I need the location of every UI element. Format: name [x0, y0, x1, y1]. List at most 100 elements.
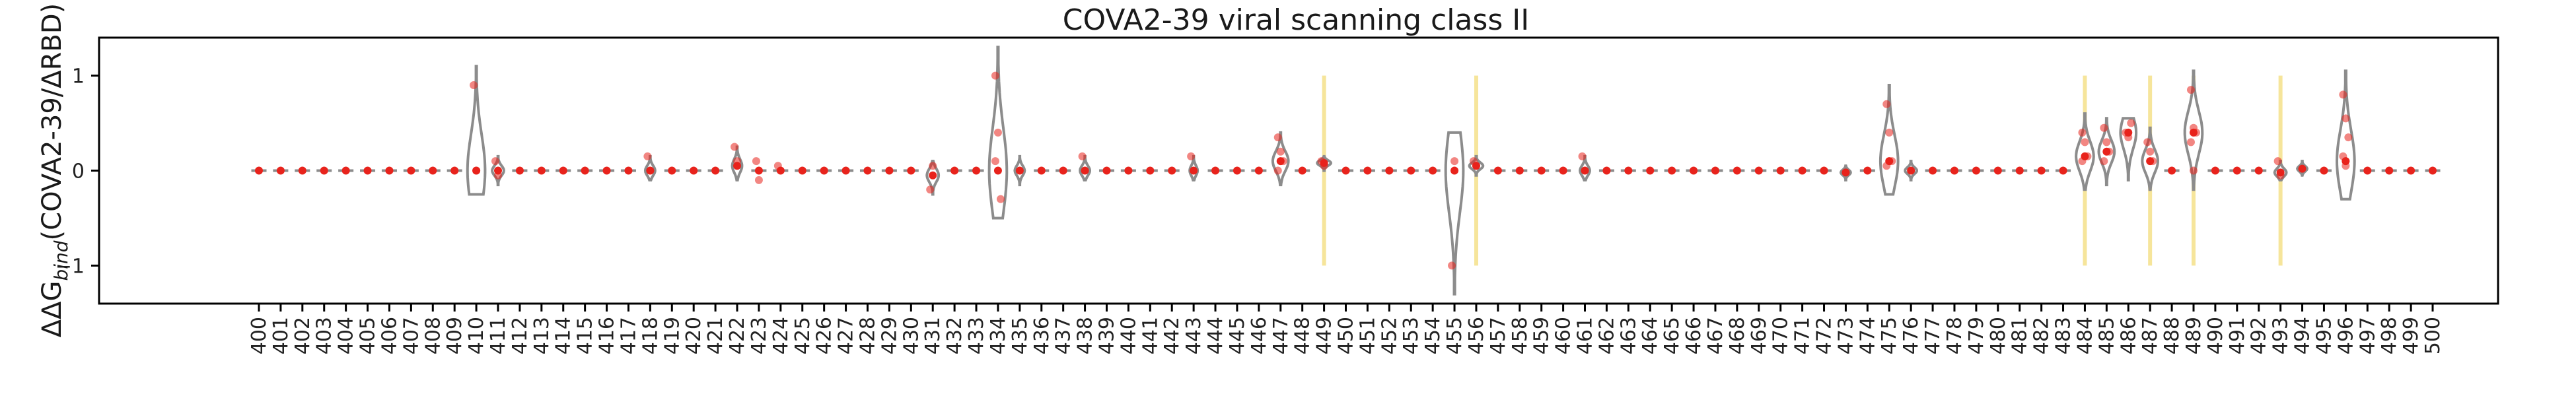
median-dot-465 [1668, 166, 1676, 175]
data-point-489 [2192, 128, 2200, 137]
data-point-496 [2342, 114, 2350, 123]
data-point-411 [491, 157, 500, 166]
x-tick-label: 450 [1335, 317, 1358, 354]
x-tick-label: 459 [1530, 317, 1554, 354]
data-point-484 [2081, 138, 2089, 147]
median-dot-472 [1820, 166, 1828, 175]
x-tick-label: 474 [1856, 317, 1879, 354]
median-dot-462 [1602, 166, 1611, 175]
median-dot-470 [1776, 166, 1785, 175]
median-dot-440 [1124, 166, 1133, 175]
x-tick-label: 407 [400, 317, 423, 354]
median-dot-405 [363, 166, 372, 175]
median-dot-444 [1211, 166, 1220, 175]
x-tick-label: 412 [509, 317, 532, 354]
x-tick-label: 490 [2204, 317, 2227, 354]
median-dot-464 [1646, 166, 1655, 175]
data-point-493 [2276, 171, 2285, 180]
median-dot-419 [668, 166, 676, 175]
median-dot-488 [2168, 166, 2176, 175]
data-point-411 [494, 171, 503, 180]
median-dot-429 [885, 166, 894, 175]
data-point-455 [1450, 157, 1459, 166]
x-tick-label: 424 [769, 317, 793, 354]
median-dot-480 [1993, 166, 2002, 175]
x-tick-label: 467 [1704, 317, 1727, 354]
median-dot-401 [276, 166, 285, 175]
data-point-455 [1448, 261, 1456, 270]
x-tick-label: 488 [2161, 317, 2184, 354]
x-tick-label: 406 [378, 317, 402, 354]
data-point-485 [2100, 157, 2108, 166]
median-dot-439 [1102, 166, 1111, 175]
x-tick-label: 489 [2182, 317, 2205, 354]
data-point-487 [2146, 147, 2155, 156]
x-tick-label: 403 [313, 317, 336, 354]
median-dot-479 [1972, 166, 1980, 175]
median-dot-434 [993, 166, 1002, 175]
median-dot-457 [1493, 166, 1502, 175]
x-tick-label: 433 [965, 317, 988, 354]
median-dot-403 [320, 166, 328, 175]
x-tick-label: 443 [1182, 317, 1205, 354]
x-tick-label: 444 [1204, 317, 1227, 354]
x-tick-label: 486 [2117, 317, 2140, 354]
median-dot-438 [1081, 166, 1089, 175]
x-tick-label: 498 [2378, 317, 2401, 354]
x-tick-label: 448 [1291, 317, 1314, 354]
data-point-496 [2342, 162, 2350, 170]
median-dot-478 [1950, 166, 1958, 175]
median-dot-466 [1690, 166, 1698, 175]
x-tick-label: 415 [574, 317, 597, 354]
median-dot-417 [624, 166, 633, 175]
data-point-484 [2078, 128, 2087, 137]
x-tick-label: 458 [1509, 317, 1532, 354]
data-point-423 [752, 157, 760, 166]
median-dot-426 [820, 166, 828, 175]
median-dot-463 [1624, 166, 1633, 175]
median-dot-497 [2363, 166, 2372, 175]
x-tick-label: 405 [357, 317, 380, 354]
y-axis: 1 0 −1 [55, 65, 99, 278]
data-point-493 [2273, 157, 2282, 166]
x-tick-label: 499 [2400, 317, 2423, 354]
median-dot-446 [1254, 166, 1263, 175]
median-markers [255, 128, 2437, 180]
x-tick-label: 451 [1356, 317, 1379, 354]
median-dot-412 [515, 166, 524, 175]
median-dot-437 [1059, 166, 1067, 175]
median-dot-492 [2254, 166, 2263, 175]
median-dot-495 [2320, 166, 2328, 175]
x-axis: 4004014024034044054064074084094104114124… [248, 304, 2445, 354]
x-tick-label: 428 [857, 317, 880, 354]
x-tick-label: 479 [1965, 317, 1988, 354]
median-dot-500 [2429, 166, 2437, 175]
median-dot-407 [407, 166, 415, 175]
x-tick-label: 402 [291, 317, 314, 354]
data-point-418 [646, 166, 655, 175]
median-dot-400 [255, 166, 263, 175]
median-dot-459 [1537, 166, 1546, 175]
x-tick-label: 446 [1248, 317, 1271, 354]
median-dot-416 [602, 166, 611, 175]
median-dot-473 [1842, 168, 1850, 177]
x-tick-label: 439 [1096, 317, 1119, 354]
data-point-449 [1320, 162, 1328, 170]
median-dot-430 [907, 166, 915, 175]
y-axis-label: ΔΔGbind(COVA2-39/ΔRBD) [37, 3, 72, 338]
data-point-424 [773, 162, 782, 170]
x-tick-label: 477 [1921, 317, 1945, 354]
median-dot-490 [2211, 166, 2219, 175]
y-tick-label: −1 [55, 255, 85, 278]
data-point-456 [1472, 162, 1480, 170]
x-tick-label: 491 [2226, 317, 2249, 354]
data-point-475 [1882, 162, 1891, 170]
x-tick-label: 419 [661, 317, 684, 354]
median-dot-406 [385, 166, 394, 175]
x-tick-label: 401 [269, 317, 293, 354]
median-dot-483 [2059, 166, 2067, 175]
x-tick-label: 483 [2052, 317, 2075, 354]
x-tick-label: 460 [1552, 317, 1575, 354]
x-tick-label: 429 [878, 317, 901, 354]
